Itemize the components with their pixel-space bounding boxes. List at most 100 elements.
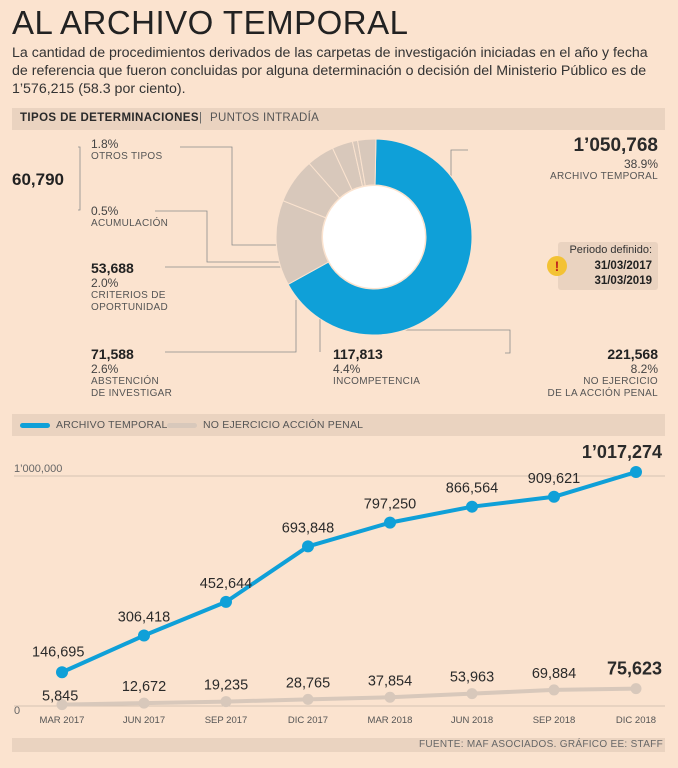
point-archivo-temporal — [138, 629, 150, 642]
y-tick-label: 0 — [14, 705, 20, 717]
point-archivo-temporal — [548, 490, 560, 503]
label-incompetencia-caption: INCOMPETENCIA — [333, 376, 421, 387]
label-criterios-value: 53,688 — [91, 260, 134, 276]
data-label-archivo-temporal: 1’017,274 — [582, 442, 662, 462]
point-archivo-temporal — [630, 466, 642, 479]
label-archivo-value: 1’050,768 — [573, 135, 658, 156]
point-no-ejercicio — [630, 683, 642, 695]
point-no-ejercicio — [466, 688, 478, 700]
data-label-no-ejercicio: 5,845 — [42, 689, 78, 705]
point-no-ejercicio — [384, 691, 396, 703]
legend-label-no-ejercicio: NO EJERCICIO ACCIÓN PENAL — [203, 419, 364, 431]
label-no-ejercicio-pct: 8.2% — [630, 362, 658, 376]
label-otros: 1.8% OTROS TIPOS — [91, 137, 162, 163]
label-abstencion-pct: 2.6% — [91, 362, 119, 376]
point-no-ejercicio — [548, 684, 560, 696]
slice-otros — [356, 138, 377, 187]
intro-text: La cantidad de procedimientos derivados … — [12, 45, 648, 97]
leader-bracket — [78, 146, 81, 211]
data-label-archivo-temporal: 909,621 — [528, 471, 580, 487]
x-tick-label: JUN 2017 — [123, 715, 165, 726]
y-tick-label: 1’000,000 — [14, 463, 62, 475]
label-criterios: 53,688 2.0% CRITERIOS DE OPORTUNIDAD — [91, 260, 168, 314]
x-tick-label: DIC 2017 — [288, 715, 328, 726]
data-label-no-ejercicio: 19,235 — [204, 678, 248, 694]
period-date-end: 31/03/2019 — [594, 275, 652, 287]
data-label-archivo-temporal: 146,695 — [32, 644, 84, 660]
data-label-archivo-temporal: 693,848 — [282, 520, 334, 536]
legend-label-archivo: ARCHIVO TEMPORAL — [56, 419, 168, 431]
x-tick-label: SEP 2017 — [205, 715, 248, 726]
leader-acumulacion — [155, 210, 282, 263]
label-abstencion-value: 71,588 — [91, 346, 134, 362]
data-label-no-ejercicio: 53,963 — [450, 670, 494, 686]
page-title: AL ARCHIVO TEMPORAL — [12, 4, 409, 41]
label-archivo-pct: 38.9% — [623, 157, 658, 171]
section-heading: TIPOS DE DETERMINACIONES — [20, 112, 199, 124]
leader-otros — [180, 146, 280, 246]
period-date-start: 31/03/2017 — [594, 260, 652, 272]
x-tick-label: MAR 2018 — [368, 715, 413, 726]
label-abstencion-caption2: DE INVESTIGAR — [91, 388, 173, 399]
data-label-archivo-temporal: 797,250 — [364, 497, 416, 513]
label-group-total: 60,790 — [12, 170, 64, 189]
label-archivo: 1’050,768 38.9% ARCHIVO TEMPORAL — [451, 135, 658, 183]
data-label-no-ejercicio: 28,765 — [286, 675, 330, 691]
x-tick-label: JUN 2018 — [451, 715, 493, 726]
label-no-ejercicio: 221,568 8.2% NO EJERCICIO DE LA ACCIÓN P… — [520, 346, 658, 400]
data-label-no-ejercicio: 37,854 — [368, 673, 412, 689]
data-label-no-ejercicio: 69,884 — [532, 666, 576, 682]
section-header: TIPOS DE DETERMINACIONES | PUNTOS INTRAD… — [12, 108, 665, 130]
slice-archivo-temporal — [287, 138, 473, 336]
label-incompetencia: 117,813 4.4% INCOMPETENCIA — [333, 346, 420, 388]
label-abstencion-caption1: ABSTENCIÓN — [91, 376, 160, 387]
label-criterios-caption1: CRITERIOS DE — [91, 290, 166, 301]
point-archivo-temporal — [302, 540, 314, 553]
label-incompetencia-value: 117,813 — [333, 346, 383, 362]
point-no-ejercicio — [138, 697, 150, 709]
label-abstencion: 71,588 2.6% ABSTENCIÓN DE INVESTIGAR — [91, 346, 172, 400]
section-subheading: PUNTOS INTRADÍA — [210, 112, 320, 124]
section-separator: | — [199, 112, 202, 124]
label-no-ejercicio-caption1: NO EJERCICIO — [583, 376, 658, 387]
label-criterios-pct: 2.0% — [91, 276, 119, 290]
footer-band: FUENTE: MAF ASOCIADOS. GRÁFICO EE: STAFF — [12, 738, 665, 752]
x-tick-label: MAR 2017 — [40, 715, 85, 726]
label-acumulacion-caption: ACUMULACIÓN — [91, 218, 169, 229]
point-no-ejercicio — [302, 693, 314, 705]
point-no-ejercicio — [220, 696, 232, 708]
label-no-ejercicio-value: 221,568 — [607, 346, 658, 362]
leader-no-ejercicio — [400, 329, 511, 354]
x-tick-label: SEP 2018 — [533, 715, 576, 726]
label-no-ejercicio-caption2: DE LA ACCIÓN PENAL — [547, 388, 658, 399]
point-archivo-temporal — [466, 500, 478, 513]
data-label-archivo-temporal: 866,564 — [446, 481, 498, 497]
label-otros-caption: OTROS TIPOS — [91, 151, 163, 162]
footer-source: FUENTE: MAF ASOCIADOS. GRÁFICO EE: STAFF — [418, 739, 663, 750]
period-box: Periodo definido: 31/03/2017 31/03/2019 — [558, 242, 658, 290]
data-label-archivo-temporal: 452,644 — [200, 576, 252, 592]
label-acumulacion: 0.5% ACUMULACIÓN — [91, 204, 168, 230]
point-no-ejercicio — [56, 699, 68, 711]
donut-hole — [323, 186, 425, 288]
label-criterios-caption2: OPORTUNIDAD — [91, 302, 169, 313]
leader-archivo — [450, 149, 468, 178]
data-label-no-ejercicio: 12,672 — [122, 679, 166, 695]
label-incompetencia-pct: 4.4% — [333, 362, 361, 376]
legend-bar: ARCHIVO TEMPORAL NO EJERCICIO ACCIÓN PEN… — [12, 414, 665, 436]
leader-abstencion — [165, 300, 297, 353]
series-line-no-ejercicio — [61, 686, 637, 707]
legend-swatch-archivo — [20, 423, 50, 428]
point-archivo-temporal — [56, 666, 68, 679]
label-archivo-caption: ARCHIVO TEMPORAL — [550, 171, 658, 182]
data-label-no-ejercicio: 75,623 — [607, 659, 662, 679]
data-label-archivo-temporal: 306,418 — [118, 610, 170, 626]
point-archivo-temporal — [220, 595, 232, 608]
series-line-archivo-temporal — [61, 470, 637, 675]
warning-icon: ! — [547, 256, 567, 276]
label-otros-pct: 1.8% — [91, 137, 119, 151]
legend-swatch-no-ejercicio — [167, 423, 197, 428]
period-title: Periodo definido: — [569, 244, 652, 256]
x-tick-label: DIC 2018 — [616, 715, 656, 726]
